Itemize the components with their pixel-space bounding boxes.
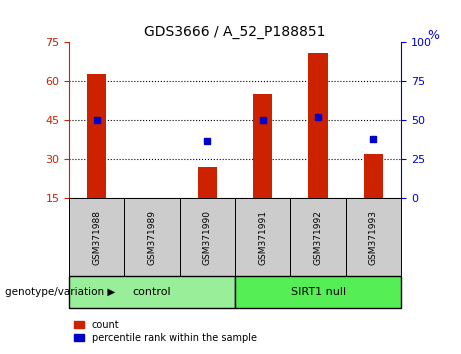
Text: genotype/variation ▶: genotype/variation ▶ — [5, 287, 115, 297]
Text: GSM371988: GSM371988 — [92, 210, 101, 265]
Bar — [198, 167, 217, 198]
Bar — [124, 198, 180, 276]
Text: GSM371992: GSM371992 — [313, 210, 323, 265]
Bar — [308, 53, 328, 198]
Legend: count, percentile rank within the sample: count, percentile rank within the sample — [74, 320, 256, 343]
Text: GSM371991: GSM371991 — [258, 210, 267, 265]
Text: GSM371989: GSM371989 — [148, 210, 157, 265]
Bar — [235, 198, 290, 276]
Title: GDS3666 / A_52_P188851: GDS3666 / A_52_P188851 — [144, 25, 326, 39]
Text: control: control — [133, 287, 171, 297]
Bar — [290, 198, 346, 276]
Y-axis label: %: % — [428, 29, 440, 42]
Bar — [69, 276, 235, 308]
Text: SIRT1 null: SIRT1 null — [290, 287, 346, 297]
Bar — [364, 154, 383, 198]
Bar — [87, 74, 106, 198]
Bar — [253, 95, 272, 198]
Bar — [346, 198, 401, 276]
Text: GSM371993: GSM371993 — [369, 210, 378, 265]
Bar — [69, 198, 124, 276]
Bar — [180, 198, 235, 276]
Bar — [235, 276, 401, 308]
Text: GSM371990: GSM371990 — [203, 210, 212, 265]
